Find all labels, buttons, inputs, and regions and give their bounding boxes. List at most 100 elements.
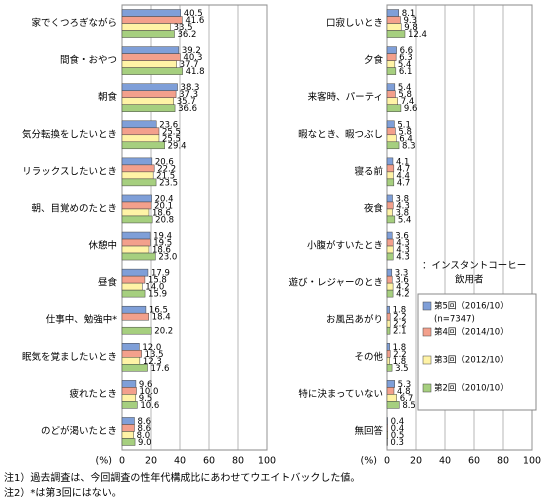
value-label: 21.5 [156,171,175,181]
x-tick-label: 100 [523,456,541,467]
bar [386,231,393,240]
value-label: 12.0 [142,343,161,353]
bar [121,53,181,61]
bar [386,424,388,432]
bar [386,30,406,38]
bar [121,171,154,180]
value-label: 2.1 [393,327,407,337]
value-label: 25.5 [162,127,181,137]
value-label: 4.3 [396,246,410,256]
value-label: 29.4 [168,141,187,151]
bar [386,171,394,180]
bar [121,387,137,395]
category-label: 寝る前 [354,165,383,177]
value-label: 15.9 [148,290,167,300]
bar [121,134,160,143]
category-label: 仕事中、勉強中* [46,314,118,326]
bar [386,104,402,112]
bar [386,387,395,395]
bar [121,252,156,261]
value-label: 40.5 [184,9,203,19]
bar [386,83,396,91]
bar [121,164,155,173]
x-tick-label: 80 [232,456,244,467]
x-tick-label: 60 [203,456,215,467]
bar [386,394,397,402]
bar [386,141,400,150]
legend-note: (n=7347) [434,315,475,325]
value-label: 5.4 [398,60,412,70]
category-label: 小腹がすいたとき [307,240,383,252]
value-label: 14.0 [145,283,164,293]
bar [386,431,388,439]
value-label: 3.6 [395,276,409,286]
value-label: 22.2 [157,164,176,174]
value-label: 37.7 [180,60,199,70]
bar [386,238,394,247]
bar [386,215,396,224]
value-label: 18.6 [152,246,171,256]
legend-label: 第5回（2016/10） [434,301,509,312]
legend-title: ：インスタントコーヒー [422,261,526,272]
value-label: 19.4 [153,232,172,242]
value-label: 8.6 [137,424,151,434]
bar [121,282,143,291]
bar [386,401,400,409]
value-label: 19.5 [153,239,172,249]
x-tick-label: 20 [145,456,157,467]
value-label: 4.7 [397,164,411,174]
value-label: 25.5 [162,134,181,144]
bar [386,305,390,314]
bar [121,350,142,358]
value-label: 23.6 [159,120,178,130]
value-label: 4.1 [396,157,410,167]
category-label: 朝食 [98,91,118,103]
legend-swatch [422,301,432,311]
bar [386,268,393,277]
value-label: 8.5 [402,401,416,411]
legend-label: 第3回（2012/10） [434,355,509,366]
x-tick-label: 80 [497,456,509,467]
bar [386,194,393,203]
bar [386,178,395,187]
value-label: 4.3 [396,253,410,263]
bar [386,343,390,351]
value-label: 20.6 [155,157,174,167]
bar [386,245,394,254]
value-label: 3.5 [395,364,409,374]
value-label: 8.6 [137,417,151,427]
x-tick-label: 40 [439,456,451,467]
value-label: 4.4 [396,171,410,181]
category-label: 朝、目覚めのたとき [31,202,117,214]
value-label: 9.0 [138,438,152,448]
value-label: 23.0 [158,253,177,263]
value-label: 4.2 [396,290,410,300]
value-label: 13.5 [145,350,164,360]
value-label: 8.3 [402,141,416,151]
value-label: 12.4 [408,30,427,40]
bar [121,394,137,402]
value-label: 8.1 [402,9,416,19]
value-label: 4.2 [396,283,410,293]
bar [121,231,151,240]
bar [121,431,134,439]
bar [386,134,397,143]
bar [121,245,150,254]
bar [121,424,135,432]
bar [386,350,391,358]
bar [386,127,396,136]
bar [121,215,153,224]
category-label: リラックスしたいとき [22,166,117,177]
legend-title: 飲用者 [455,274,484,286]
value-label: 6.4 [399,134,413,144]
value-label: 20.2 [154,327,173,337]
value-label: 9.6 [404,104,418,114]
category-label: 来客時、パーティ [308,91,383,103]
x-axis-label: (%) [361,456,377,467]
bar [121,312,149,321]
value-label: 0.3 [390,438,404,448]
value-label: 18.6 [152,208,171,218]
value-label: 2.2 [393,313,407,323]
category-label: 遊び・レジャーのとき [288,277,383,289]
bar [121,178,157,187]
